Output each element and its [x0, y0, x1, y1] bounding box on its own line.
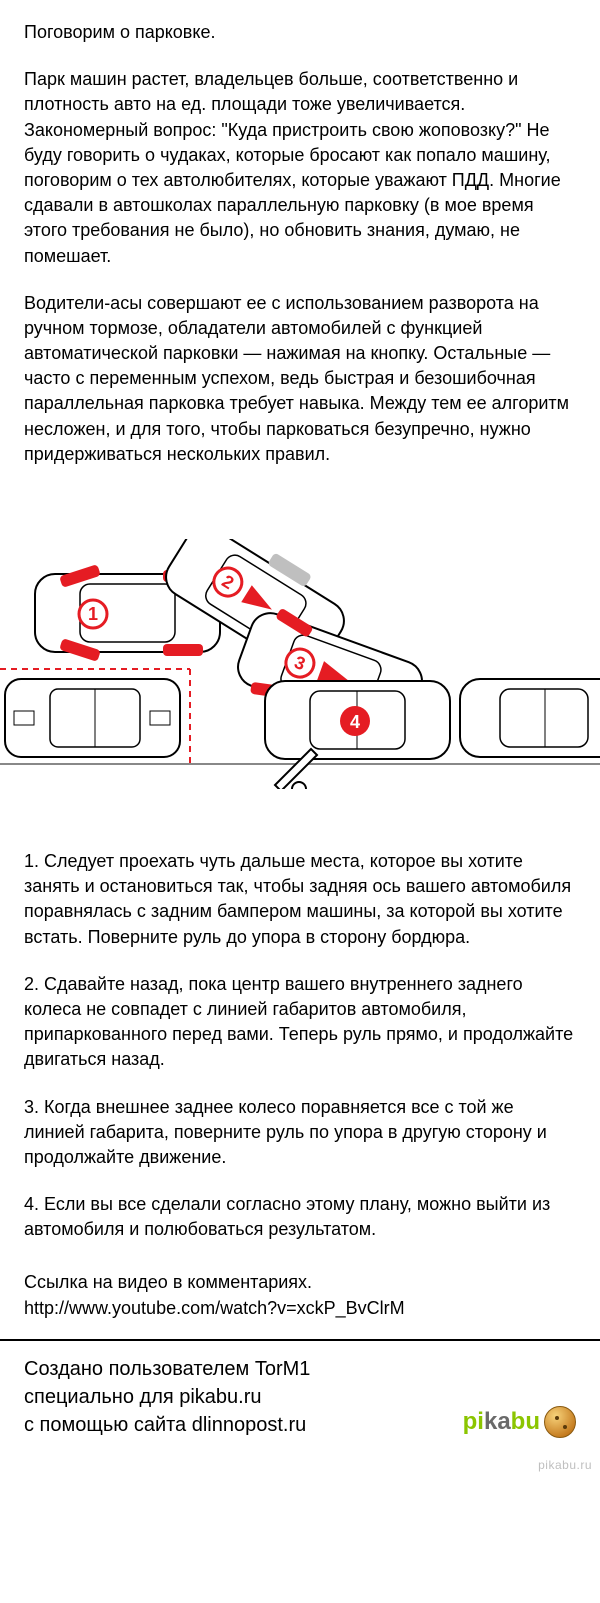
intro-paragraph-3: Водители-асы совершают ее с использовани… [24, 291, 576, 467]
intro-paragraph-1: Поговорим о парковке. [24, 20, 576, 45]
steps-list: 1. Следует проехать чуть дальше места, к… [0, 849, 600, 1274]
parked-car-left [5, 679, 180, 757]
footer-line-2: специально для pikabu.ru [24, 1383, 451, 1411]
diagram-badge-1: 1 [88, 604, 98, 624]
cookie-icon [544, 1406, 576, 1438]
video-link-url[interactable]: http://www.youtube.com/watch?v=xckP_BvCl… [24, 1296, 576, 1321]
video-link-caption: Ссылка на видео в комментариях. [24, 1270, 576, 1295]
step-1: 1. Следует проехать чуть дальше места, к… [24, 849, 576, 950]
footer: Создано пользователем TorM1 специально д… [0, 1339, 600, 1455]
intro-paragraph-2: Парк машин растет, владельцев больше, со… [24, 67, 576, 269]
article-body: Поговорим о парковке. Парк машин растет,… [0, 0, 600, 499]
video-link-block: Ссылка на видео в комментариях. http://w… [0, 1270, 600, 1338]
step-2: 2. Сдавайте назад, пока центр вашего вну… [24, 972, 576, 1073]
parking-diagram: 1 2 3 [0, 539, 600, 789]
footer-line-3: с помощью сайта dlinnopost.ru [24, 1411, 451, 1439]
pikabu-logo[interactable]: pikabu [463, 1405, 576, 1439]
diagram-badge-4: 4 [350, 712, 360, 732]
watermark: pikabu.ru [0, 1455, 600, 1478]
footer-credits: Создано пользователем TorM1 специально д… [24, 1355, 451, 1439]
pikabu-logo-text: pikabu [463, 1405, 540, 1439]
parked-car-right [460, 679, 600, 757]
moving-car-step4: 4 [265, 681, 450, 789]
step-3: 3. Когда внешнее заднее колесо поравняет… [24, 1095, 576, 1171]
step-4: 4. Если вы все сделали согласно этому пл… [24, 1192, 576, 1242]
footer-line-1: Создано пользователем TorM1 [24, 1355, 451, 1383]
